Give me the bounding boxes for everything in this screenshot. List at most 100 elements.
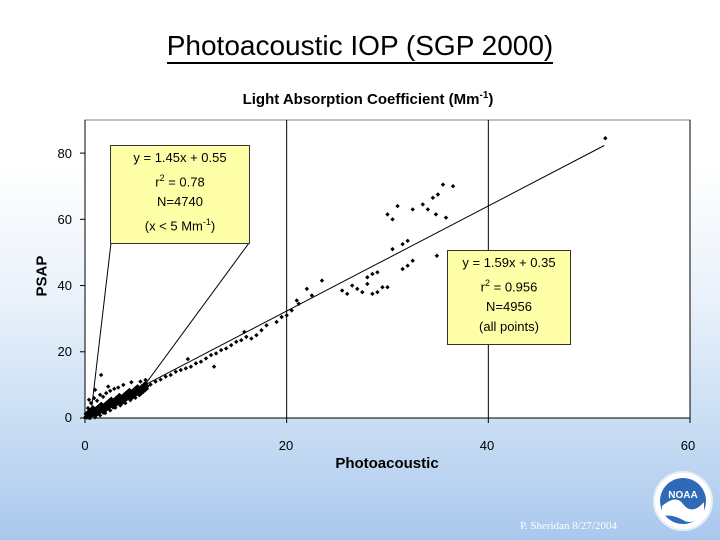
data-point [234, 339, 239, 345]
data-point [145, 384, 150, 389]
x-tick-label: 0 [81, 438, 89, 453]
data-point [213, 351, 219, 356]
data-point [117, 393, 122, 398]
noaa-logo-icon: NOAA [653, 471, 713, 531]
data-point [309, 293, 315, 298]
data-point [108, 388, 113, 394]
data-point [148, 382, 153, 387]
data-point [390, 217, 395, 222]
data-point [178, 367, 183, 373]
data-point [355, 286, 360, 292]
data-point [350, 283, 355, 288]
data-point [116, 385, 121, 390]
data-point [218, 347, 224, 353]
data-point [365, 281, 370, 287]
fit-range: (x < 5 Mm-1) [144, 217, 216, 234]
data-point [259, 328, 264, 333]
chart-title: Light Absorption Coefficient (Mm-1) [242, 90, 494, 108]
data-point [97, 413, 103, 418]
fit-count: N=4740 [157, 194, 203, 210]
data-point [319, 278, 325, 283]
data-point [410, 258, 415, 263]
data-point [208, 352, 214, 358]
data-point [113, 405, 118, 410]
data-point [211, 364, 217, 369]
data-point [138, 379, 143, 384]
callout-line [90, 242, 112, 414]
data-point [385, 212, 390, 217]
data-point [375, 289, 380, 295]
fit-line [84, 391, 136, 417]
data-point [123, 400, 128, 406]
x-tick-label: 60 [680, 438, 696, 453]
x-tick-label: 20 [278, 438, 294, 453]
data-point [284, 313, 289, 318]
data-point [264, 323, 269, 328]
data-point [127, 387, 132, 392]
data-point [223, 346, 229, 351]
data-point [440, 182, 446, 187]
data-point [365, 275, 370, 280]
y-tick-label: 60 [57, 212, 72, 227]
data-point [203, 356, 209, 361]
data-point [380, 285, 385, 290]
data-point [274, 319, 279, 325]
y-tick-label: 0 [64, 410, 72, 425]
author-credit: P. Sheridan 8/27/2004 [520, 520, 617, 532]
data-point [244, 334, 249, 340]
fit-r-squared: r2 = 0.956 [480, 278, 538, 295]
data-point [410, 207, 415, 212]
y-tick-label: 80 [57, 146, 72, 161]
fit-annotation-subset: y = 1.45x + 0.55 r2 = 0.78 N=4740 (x < 5… [110, 145, 250, 244]
data-point [103, 390, 109, 396]
data-point [108, 408, 113, 413]
data-point [158, 377, 163, 382]
data-point [603, 136, 608, 141]
data-point [434, 253, 440, 258]
data-point [304, 286, 310, 292]
data-point [400, 266, 405, 272]
data-point [294, 298, 299, 303]
data-point [395, 203, 400, 209]
data-point [126, 395, 131, 400]
data-point [344, 291, 350, 297]
fit-equation: y = 1.59x + 0.35 [462, 255, 556, 270]
data-point [420, 202, 425, 207]
data-point [229, 342, 234, 348]
data-point [370, 271, 375, 277]
data-point [405, 263, 410, 268]
data-point [249, 336, 254, 341]
data-point [97, 392, 103, 398]
fit-line [84, 145, 605, 417]
data-point [450, 184, 456, 189]
data-point [109, 396, 114, 401]
data-point [254, 333, 259, 338]
callout-line [140, 242, 250, 392]
data-point [133, 395, 138, 401]
data-point [125, 389, 130, 394]
y-tick-label: 20 [57, 344, 72, 359]
data-point [129, 380, 134, 385]
fit-range: (all points) [479, 319, 539, 335]
slide-title: Photoacoustic IOP (SGP 2000) [0, 30, 720, 64]
data-point [360, 289, 365, 295]
data-point [443, 215, 449, 220]
data-point [86, 397, 92, 402]
data-point [102, 410, 108, 416]
data-point [185, 356, 191, 362]
data-point [142, 385, 147, 390]
data-point [128, 397, 133, 403]
data-point [143, 377, 148, 383]
fit-equation: y = 1.45x + 0.55 [133, 150, 227, 165]
data-point [98, 372, 104, 378]
data-point [92, 415, 98, 420]
data-point [173, 369, 178, 374]
fit-annotation-all: y = 1.59x + 0.35 r2 = 0.956 N=4956 (all … [447, 250, 571, 345]
data-point [375, 270, 380, 275]
data-point [183, 366, 189, 371]
data-point [193, 361, 199, 366]
fit-r-squared: r2 = 0.78 [155, 173, 205, 190]
data-point [112, 386, 117, 392]
data-point [99, 401, 104, 406]
svg-text:NOAA: NOAA [668, 490, 697, 501]
